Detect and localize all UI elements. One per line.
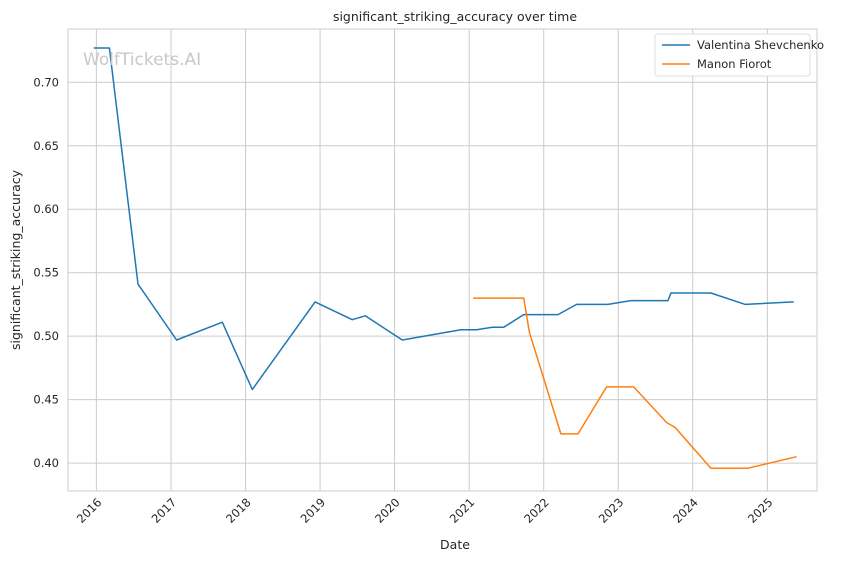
y-tick-label: 0.70 <box>33 75 59 89</box>
y-tick-label: 0.40 <box>33 456 59 470</box>
y-tick-label: 0.45 <box>33 393 59 407</box>
legend-label-manon-fiorot: Manon Fiorot <box>697 57 772 71</box>
y-tick-label: 0.50 <box>33 329 59 343</box>
y-axis-title: significant_striking_accuracy <box>8 169 23 350</box>
y-tick-label: 0.55 <box>33 266 59 280</box>
x-axis-title: Date <box>440 537 470 552</box>
y-gridlines <box>68 81 817 464</box>
chart-title: significant_striking_accuracy over time <box>333 9 577 24</box>
series-line-valentina-shevchenko <box>93 47 794 391</box>
legend: Valentina Shevchenko Manon Fiorot <box>654 33 824 77</box>
series-lines <box>93 47 797 469</box>
legend-label-valentina-shevchenko: Valentina Shevchenko <box>697 38 824 52</box>
legend-box <box>654 33 811 77</box>
x-gridlines <box>95 29 768 491</box>
series-line-manon-fiorot <box>473 297 797 469</box>
plot-area <box>67 28 818 492</box>
y-axis-ticks: 0.40 0.45 0.50 0.55 0.60 0.65 0.70 <box>33 75 59 470</box>
y-tick-label: 0.65 <box>33 139 59 153</box>
watermark-text: WolfTickets.AI <box>83 50 201 70</box>
plot-frame <box>67 28 818 492</box>
y-tick-label: 0.60 <box>33 202 59 216</box>
